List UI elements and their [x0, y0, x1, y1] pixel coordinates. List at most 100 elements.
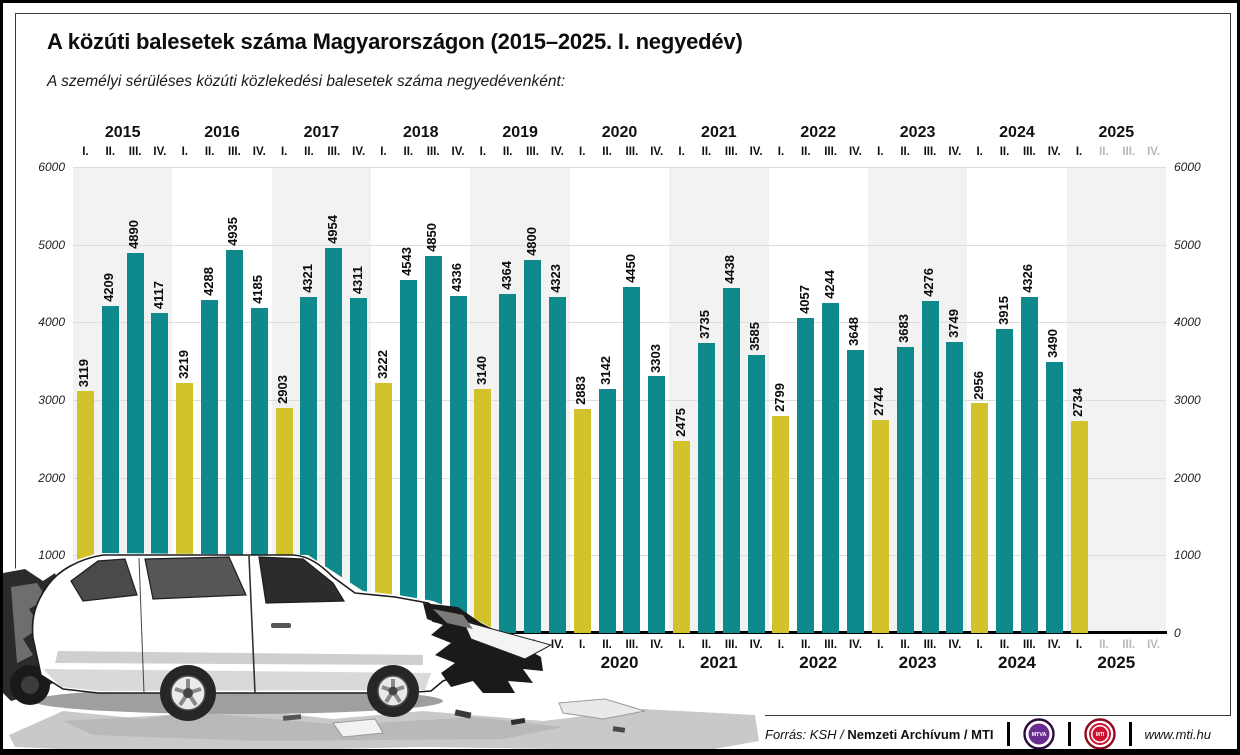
y-tick-left-3000: 3000	[38, 393, 65, 407]
gridline	[73, 477, 1166, 479]
bar-2015-q3	[126, 253, 144, 633]
bottom-quarter-label: II.	[602, 639, 612, 651]
bar-value-label: 4935	[225, 216, 241, 246]
gridline	[73, 322, 1166, 324]
top-year-2020: 2020	[601, 124, 638, 141]
top-quarter-label: II.	[403, 146, 414, 158]
top-year-2017: 2017	[303, 124, 340, 141]
debris-bit3	[612, 726, 626, 733]
y-tick-right-6000: 6000	[1174, 160, 1201, 174]
bar-2021-q3	[722, 288, 740, 633]
bar-value-label: 4954	[324, 215, 340, 245]
bar-2017-q2	[300, 297, 318, 633]
y-tick-left-1000: 1000	[38, 548, 65, 563]
bar-2019-q1	[474, 389, 492, 633]
website-url: www.mti.hu	[1144, 726, 1211, 742]
bar-2017-q3	[325, 248, 343, 633]
bar-2019-q3	[524, 260, 542, 633]
top-quarter-label: I.	[579, 146, 586, 158]
bar-2015-q4	[151, 313, 169, 633]
bar-value-label: 3683	[896, 314, 912, 343]
top-quarter-label: III.	[327, 146, 341, 158]
bar-value-label: 4209	[101, 273, 117, 303]
gridline	[73, 244, 1166, 246]
bar-value-label: 4336	[449, 263, 465, 293]
bottom-quarter-label: II.	[1099, 639, 1109, 651]
top-year-2025: 2025	[1098, 124, 1135, 141]
x-axis-baseline	[72, 631, 1167, 634]
bottom-quarter-label: I.	[976, 639, 983, 651]
car-rear-wheel	[160, 665, 216, 721]
bar-value-label: 2799	[771, 382, 787, 412]
debris-piece2	[332, 718, 384, 738]
top-quarter-label: I.	[777, 146, 785, 158]
top-quarter-label: IV.	[948, 146, 962, 158]
top-quarter-label: II.	[204, 146, 215, 158]
bar-value-label: 3915	[995, 296, 1011, 325]
bottom-quarter-label: II.	[701, 639, 712, 651]
top-quarter-label: I.	[976, 146, 983, 158]
bar-2020-q3	[623, 287, 641, 633]
y-tick-left-6000: 6000	[38, 160, 65, 174]
top-year-2023: 2023	[899, 124, 936, 141]
y-tick-right-0: 0	[1174, 626, 1181, 640]
top-quarter-label: III.	[724, 146, 738, 158]
top-quarter-label: III.	[1122, 146, 1136, 158]
bar-2021-q1	[673, 440, 691, 633]
bottom-quarter-label: III.	[625, 639, 639, 651]
top-quarter-label: III.	[625, 146, 639, 158]
top-quarter-label: III.	[526, 146, 539, 158]
bottom-quarter-label: I.	[777, 639, 785, 651]
top-quarter-label: II.	[105, 146, 116, 158]
bottom-year-2024: 2024	[998, 653, 1036, 672]
top-quarter-label: III.	[1022, 146, 1036, 158]
bar-value-label: 2883	[573, 376, 589, 406]
y-tick-left-4000: 4000	[38, 315, 65, 330]
bar-2016-q4	[250, 307, 268, 633]
car-front-window-open	[258, 556, 346, 604]
bar-value-label: 3735	[697, 310, 713, 339]
bar-value-label: 4543	[399, 247, 415, 277]
top-quarter-label: IV.	[749, 146, 763, 158]
bottom-year-2020: 2020	[600, 653, 639, 672]
footer-separator	[1128, 722, 1132, 746]
bar-2025-q1	[1070, 420, 1088, 633]
top-quarter-label: II.	[1099, 146, 1109, 158]
top-quarter-label: I.	[678, 146, 685, 158]
top-quarter-label: I.	[181, 146, 188, 158]
top-quarter-label: IV.	[848, 146, 862, 158]
bar-2022-q3	[822, 303, 840, 633]
top-quarter-label: IV.	[1047, 146, 1061, 158]
y-tick-right-2000: 2000	[1174, 470, 1201, 485]
source-names: Nemzeti Archívum / MTI	[847, 726, 994, 742]
source-credit: Forrás: KSH / Nemzeti Archívum / MTI	[765, 727, 994, 742]
top-quarter-label: IV.	[650, 146, 664, 158]
bottom-quarter-label: II.	[900, 639, 910, 651]
top-quarter-label: IV.	[153, 146, 167, 158]
top-year-2022: 2022	[800, 124, 836, 141]
bottom-quarter-label: III.	[1022, 639, 1036, 651]
bar-2018-q2	[399, 280, 417, 633]
debris-bit1	[454, 709, 472, 719]
car-door-seam2	[138, 557, 145, 694]
bar-value-label: 3142	[598, 356, 614, 385]
bar-value-label: 4326	[1020, 264, 1036, 294]
bar-2015-q2	[101, 306, 119, 633]
bar-value-label: 4244	[821, 270, 837, 300]
bottom-year-2021: 2021	[699, 653, 738, 672]
car-side-molding	[55, 651, 423, 665]
page-subtitle: A személyi sérüléses közúti közlekedési …	[47, 73, 566, 90]
top-quarter-label: II.	[701, 146, 712, 158]
bar-2023-q3	[921, 300, 939, 633]
bar-2024-q1	[971, 403, 989, 633]
footer-separator	[1006, 722, 1010, 746]
bar-value-label: 2734	[1070, 387, 1086, 417]
bottom-quarter-label: IV.	[749, 639, 763, 651]
bar-value-label: 3222	[374, 349, 390, 379]
source-label: Forrás: KSH /	[765, 726, 844, 742]
footer-separator	[1067, 722, 1071, 746]
top-quarter-label: IV.	[352, 146, 366, 158]
gridline	[73, 400, 1166, 401]
bottom-year-2025: 2025	[1097, 653, 1136, 672]
